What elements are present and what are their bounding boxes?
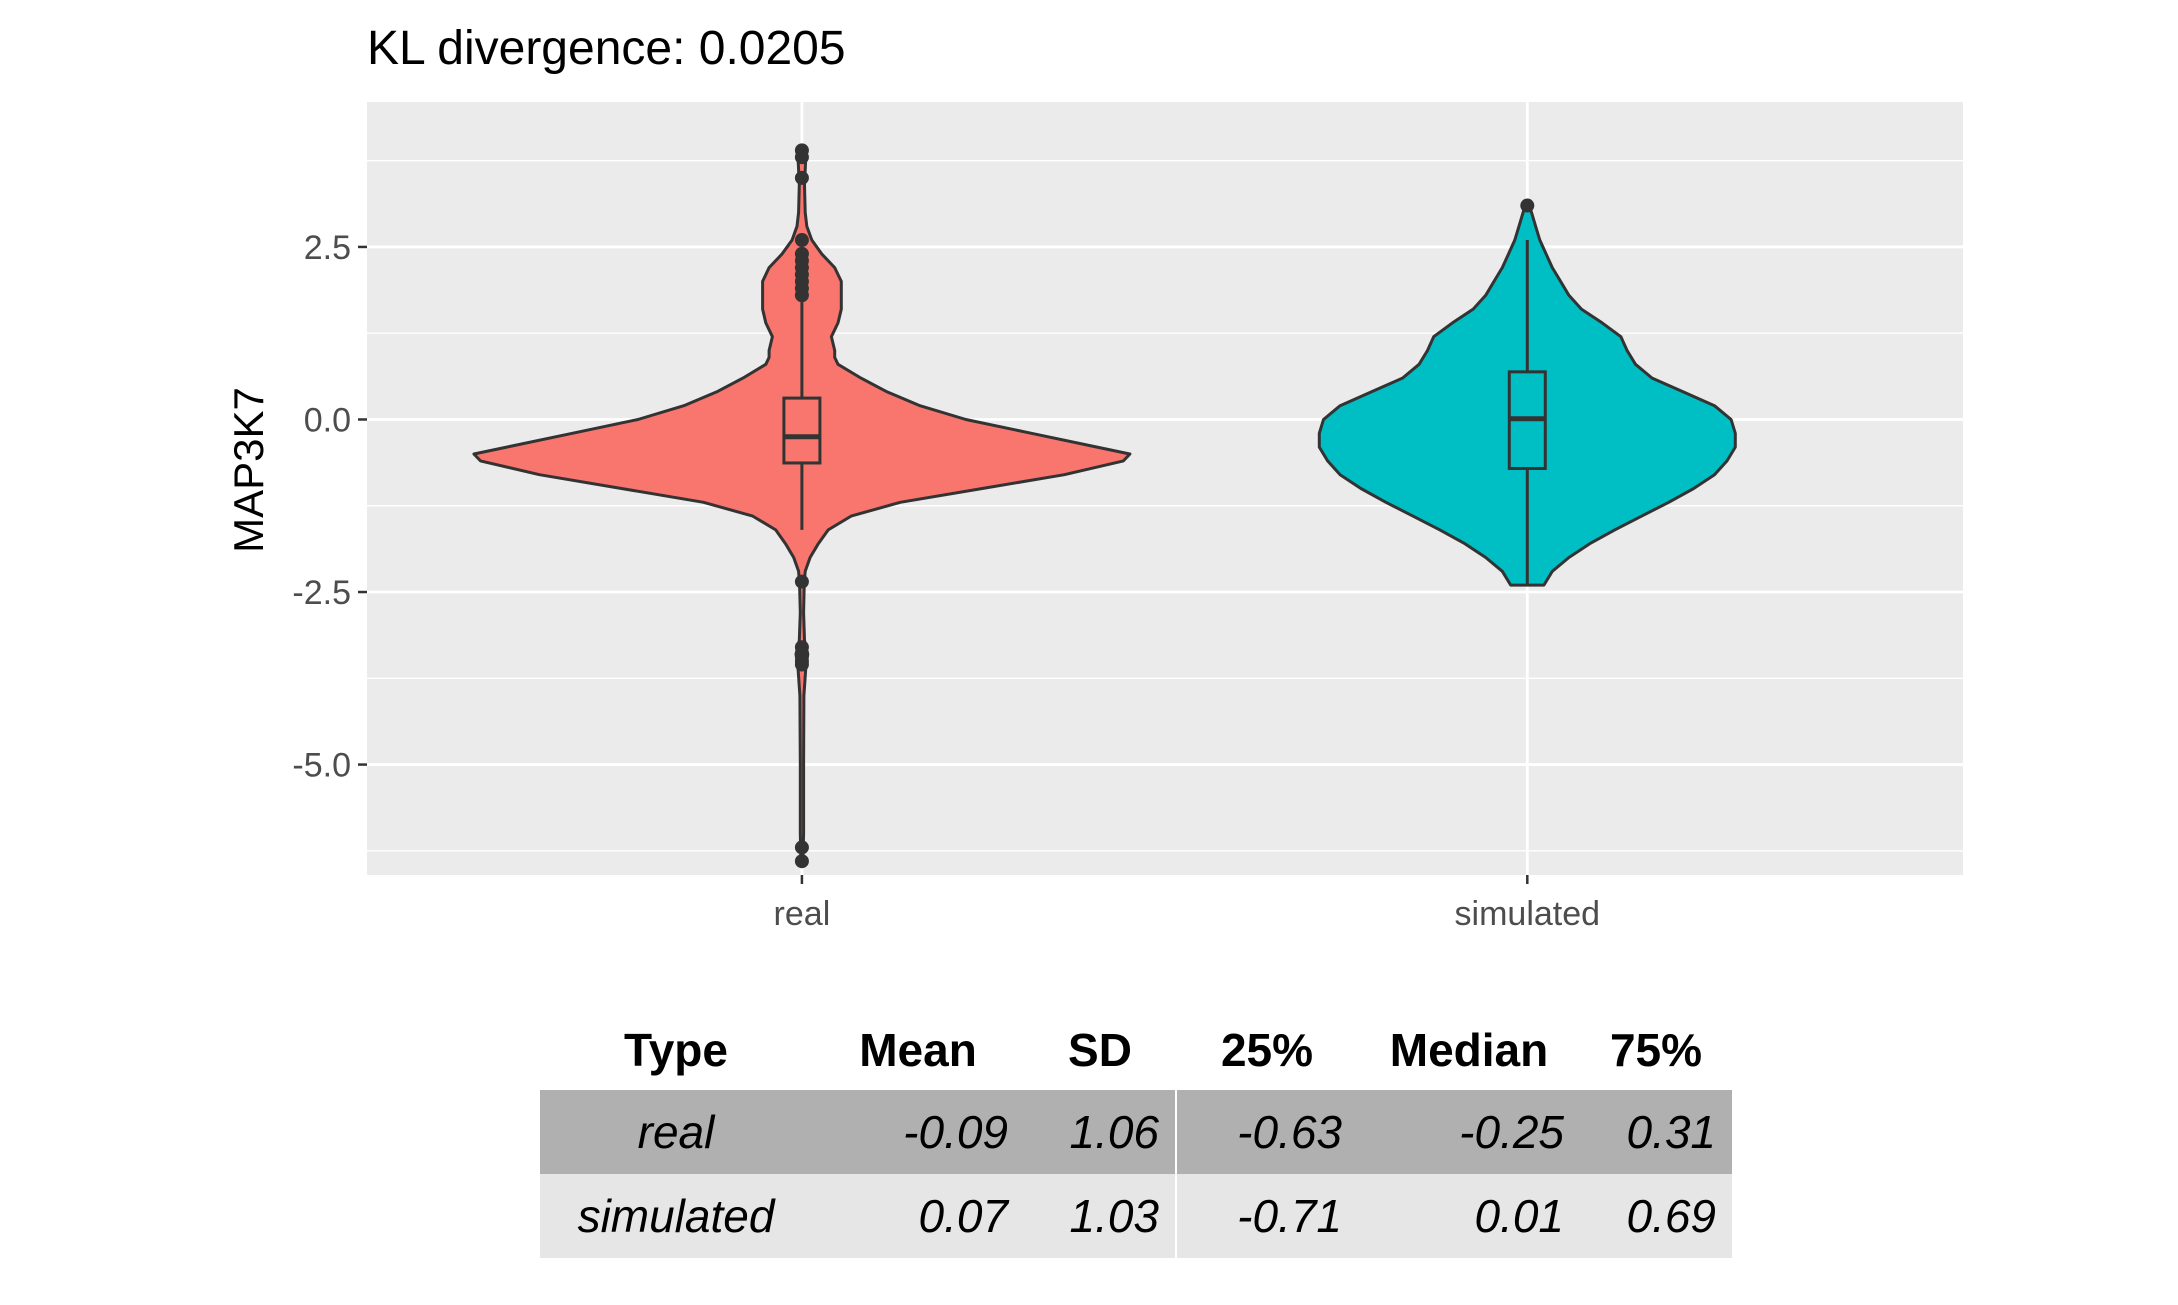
cell-median: 0.01 <box>1358 1174 1580 1258</box>
cell-mean: -0.09 <box>812 1090 1024 1174</box>
outlier-point <box>794 143 809 158</box>
y-tick-label: -2.5 <box>292 574 351 612</box>
summary-table: Type Mean SD 25% Median 75% real -0.09 1… <box>540 1010 1732 1258</box>
y-tick-label: -5.0 <box>292 747 351 785</box>
violin-chart: KL divergence: 0.0205 2.5 0.0 -2.5 -5.0 rea… <box>225 22 1963 933</box>
outlier-point <box>794 840 809 855</box>
y-tick-label: 0.0 <box>304 401 351 439</box>
cell-25: -0.71 <box>1176 1174 1358 1258</box>
chart-title: KL divergence: 0.0205 <box>367 22 846 75</box>
cell-type: simulated <box>540 1174 812 1258</box>
table-row: simulated 0.07 1.03 -0.71 0.01 0.69 <box>540 1174 1732 1258</box>
x-tick-label: simulated <box>1455 895 1601 933</box>
header-25: 25% <box>1220 1024 1314 1076</box>
cell-median: -0.25 <box>1358 1090 1580 1174</box>
cell-type: real <box>540 1090 812 1174</box>
cell-sd: 1.03 <box>1024 1174 1177 1258</box>
outlier-point <box>794 574 809 589</box>
header-median: Median <box>1389 1024 1549 1076</box>
x-axis-ticks: real simulated <box>774 875 1600 933</box>
outlier-point <box>794 170 809 185</box>
outlier-point <box>794 854 809 869</box>
cell-mean: 0.07 <box>812 1174 1024 1258</box>
outlier-point <box>794 657 809 672</box>
cell-75: 0.31 <box>1580 1090 1732 1174</box>
cell-75: 0.69 <box>1580 1174 1732 1258</box>
header-mean: Mean <box>859 1024 977 1076</box>
plot-panel <box>367 102 1963 875</box>
header-sd: SD <box>1068 1024 1132 1076</box>
y-tick-label: 2.5 <box>304 229 351 267</box>
table-header-row: Type Mean SD 25% Median 75% <box>540 1010 1732 1090</box>
x-tick-label: real <box>774 895 831 933</box>
outlier-point <box>794 288 809 303</box>
table-row: real -0.09 1.06 -0.63 -0.25 0.31 <box>540 1090 1732 1174</box>
y-axis-ticks: 2.5 0.0 -2.5 -5.0 <box>292 229 367 785</box>
outlier-point <box>1520 198 1535 213</box>
outlier-point <box>794 233 809 248</box>
cell-25: -0.63 <box>1176 1090 1358 1174</box>
header-75: 75% <box>1609 1024 1703 1076</box>
header-type: Type <box>624 1024 728 1076</box>
cell-sd: 1.06 <box>1024 1090 1177 1174</box>
box-real <box>782 396 822 465</box>
y-axis-title: MAP3K7 <box>225 387 272 553</box>
violins <box>472 143 1737 869</box>
